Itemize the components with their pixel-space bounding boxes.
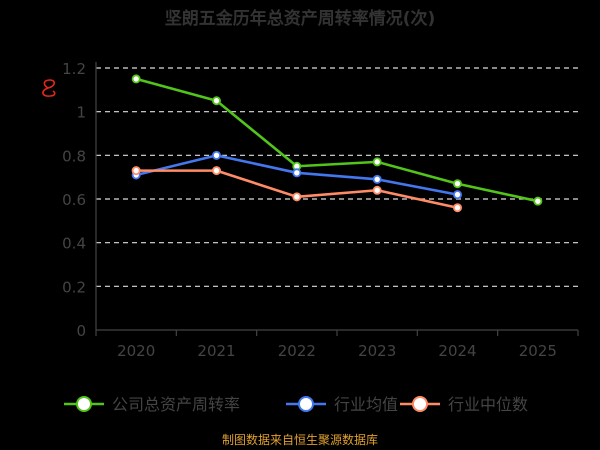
data-point[interactable] [372,157,382,167]
y-tick-label: 1.2 [62,60,86,78]
x-tick-label: 2020 [117,342,155,360]
grid-lines: 0 0.2 0.4 0.6 0.8 1 1.2 [62,60,578,340]
y-tick-label: 0.6 [62,191,86,209]
data-point[interactable] [452,179,462,189]
x-tick-label: 2023 [358,342,396,360]
legend-label[interactable]: 行业均值 [334,395,398,414]
x-tick-label: 2025 [519,342,557,360]
y-tick-label: 0.8 [62,147,86,165]
legend-marker [76,396,92,412]
data-point[interactable] [292,192,302,202]
data-point[interactable] [211,96,221,106]
legend: 公司总资产周转率 行业均值 行业中位数 [64,395,528,414]
y-tick-label: 0 [76,322,86,340]
data-point[interactable] [131,166,141,176]
legend-marker [412,396,428,412]
y-tick-label: 0.2 [62,278,86,296]
chart-title: 坚朗五金历年总资产周转率情况(次) [165,8,436,29]
data-point[interactable] [452,190,462,200]
data-point[interactable] [131,74,141,84]
series-line [135,77,539,203]
axis-mark-icon [42,79,56,97]
series-layer [131,74,543,213]
data-point[interactable] [211,150,221,160]
source-note: 制图数据来自恒生聚源数据库 [222,432,378,447]
data-point[interactable] [372,185,382,195]
y-tick-label: 0.4 [62,235,86,253]
x-tick-label: 2022 [278,342,316,360]
legend-label[interactable]: 行业中位数 [448,395,528,414]
data-point[interactable] [372,174,382,184]
legend-marker [298,396,314,412]
x-tick-label: 2021 [197,342,235,360]
axes: 2020 2021 2022 2023 2024 2025 [95,62,579,360]
data-point[interactable] [533,196,543,206]
data-point[interactable] [211,166,221,176]
data-point[interactable] [292,168,302,178]
data-point[interactable] [452,203,462,213]
y-tick-label: 1 [76,104,86,122]
legend-label[interactable]: 公司总资产周转率 [112,395,240,414]
x-tick-label: 2024 [438,342,476,360]
